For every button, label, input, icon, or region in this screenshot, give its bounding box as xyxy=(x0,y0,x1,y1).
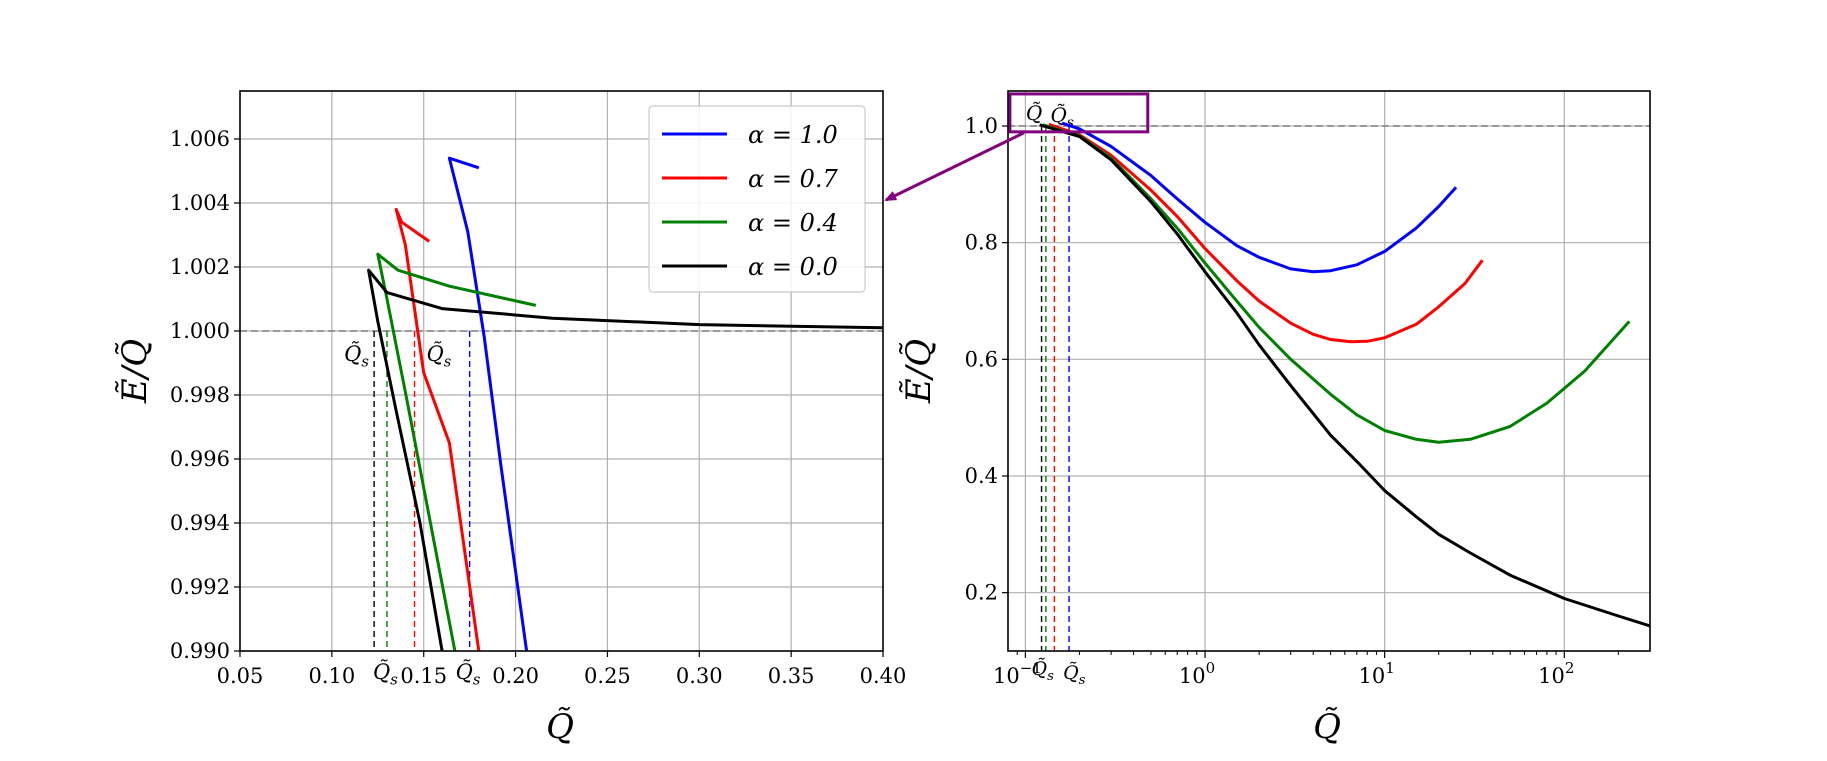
left-y-tick-label: 0.996 xyxy=(170,447,230,471)
left-qs-label-text: Q̃s xyxy=(427,342,452,370)
left-y-tick-label: 0.994 xyxy=(170,511,230,535)
right-y-tick-label: 0.2 xyxy=(965,581,998,605)
right-y-tick-label: 1.0 xyxy=(965,114,998,138)
right-qs-top-label: Q̃ xyxy=(1026,101,1042,125)
left-x-tick-label: 0.20 xyxy=(492,664,539,688)
zoom-arrow xyxy=(884,131,1025,202)
left-panel: 0.05 0.10 0.15 0.20 0.25 0.30 0.35 0.40 0.990 0.9… xyxy=(115,90,907,747)
right-qs-axis-label-text: Q̃s xyxy=(1063,662,1086,688)
left-x-tick-label: 0.40 xyxy=(860,664,907,688)
right-y-tick-label: 0.4 xyxy=(965,464,998,488)
right-x-axis-label: Q̃ xyxy=(1313,707,1341,747)
right-series-line xyxy=(1061,121,1458,274)
left-plot-frame xyxy=(239,90,884,652)
legend-label: α = 1.0 xyxy=(748,121,838,149)
left-qs-label: Q̃s xyxy=(344,342,369,370)
legend-label: α = 0.0 xyxy=(748,253,838,281)
left-y-tick-label: 0.998 xyxy=(170,383,230,407)
left-y-tick-label: 1.004 xyxy=(170,191,230,215)
left-y-tick-label: 1.006 xyxy=(170,127,230,151)
right-y-axis-label: Ẽ/Q̃ xyxy=(899,339,939,404)
right-x-tick-label: 100 xyxy=(1179,659,1215,688)
right-qs-axis-label: Q̃s xyxy=(1063,662,1086,688)
left-qs-axis-label-text: Q̃s xyxy=(456,660,481,688)
right-x-tick-label: 101 xyxy=(1359,659,1395,688)
left-y-tick-label: 1.000 xyxy=(170,319,230,343)
right-qs-axis-label: Q̃s xyxy=(1032,658,1055,684)
legend: α = 1.0 α = 0.7 α = 0.4 α = 0.0 xyxy=(648,105,866,293)
legend-box xyxy=(648,105,866,293)
right-y-tick-label: 0.8 xyxy=(965,231,998,255)
right-qs-top-label-text: Q̃s xyxy=(1050,103,1074,131)
right-qs-axis-label-text: Q̃s xyxy=(1032,658,1055,684)
right-plot-frame xyxy=(1007,90,1651,652)
right-qs-top-label: Q̃s xyxy=(1050,103,1074,131)
left-x-tick-label: 0.05 xyxy=(217,664,264,688)
left-qs-label-text: Q̃s xyxy=(344,342,369,370)
left-y-tick-label: 0.992 xyxy=(170,575,230,599)
left-x-tick-label: 0.10 xyxy=(308,664,355,688)
legend-label: α = 0.7 xyxy=(748,165,838,193)
left-y-axis-label: Ẽ/Q̃ xyxy=(115,339,155,404)
legend-label: α = 0.4 xyxy=(748,209,838,237)
left-x-tick-label: 0.35 xyxy=(768,664,815,688)
left-qs-axis-label: Q̃s xyxy=(456,660,481,688)
right-x-tick-label: 10−1 xyxy=(993,659,1042,688)
left-qs-axis-label: Q̃s xyxy=(373,660,398,688)
annotations xyxy=(884,131,1025,202)
left-qs-label: Q̃s xyxy=(427,342,452,370)
left-qs-axis-label-text: Q̃s xyxy=(373,660,398,688)
left-y-tick-label: 0.990 xyxy=(170,639,230,663)
right-x-tick-label: 102 xyxy=(1538,659,1574,688)
left-series-line xyxy=(376,252,537,652)
right-y-tick-label: 0.6 xyxy=(965,347,998,371)
left-series-line xyxy=(447,156,529,652)
right-panel: 10−1 100 101 102 0.2 0.4 0.6 0.8 1.0 Q̃s Q̃s Q̃ Q̃s Q… xyxy=(899,90,1651,747)
zoom-region-box xyxy=(1008,92,1150,134)
left-x-tick-label: 0.30 xyxy=(676,664,723,688)
right-series-line xyxy=(1039,123,1651,628)
left-x-tick-label: 0.25 xyxy=(584,664,631,688)
left-x-axis-label: Q̃ xyxy=(546,707,574,747)
left-y-tick-label: 1.002 xyxy=(170,255,230,279)
right-series-line xyxy=(1048,122,1484,344)
left-series-line xyxy=(367,268,884,652)
left-series-line xyxy=(394,207,481,652)
left-x-tick-label: 0.15 xyxy=(400,664,447,688)
right-qs-top-label-text: Q̃ xyxy=(1026,101,1042,125)
right-series-line xyxy=(1042,123,1631,444)
